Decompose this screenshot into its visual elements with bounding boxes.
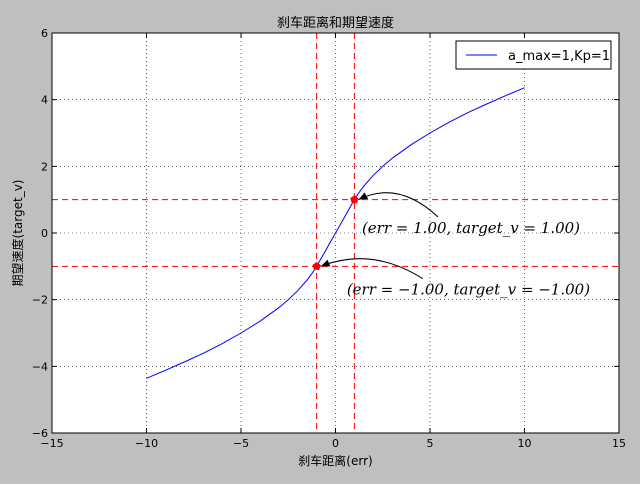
y-tick-label: −6 (32, 427, 48, 440)
y-tick-label: −2 (32, 294, 48, 307)
x-tick-label: −15 (40, 437, 63, 450)
y-tick-label: 4 (41, 94, 48, 107)
annotation-text: (err = 1.00, target_v = 1.00) (362, 219, 580, 237)
annotations: (err = 1.00, target_v = 1.00) (err = −1.0… (320, 192, 590, 299)
chart-title: 刹车距离和期望速度 (277, 15, 394, 31)
axis-ticks: −15 −10 −5 0 5 10 15 −6 −4 −2 0 2 4 6 (32, 27, 626, 450)
highlight-points (312, 195, 359, 270)
x-tick-label: 10 (518, 437, 532, 450)
y-tick-label: 6 (41, 27, 48, 40)
x-axis-label: 刹车距离(err) (298, 453, 372, 468)
x-tick-label: 15 (612, 437, 626, 450)
x-tick-label: −5 (233, 437, 249, 450)
highlight-point (350, 195, 359, 204)
series-line (146, 87, 525, 379)
y-tick-label: 2 (41, 160, 48, 173)
x-tick-label: 5 (427, 437, 434, 450)
x-tick-label: 0 (332, 437, 339, 450)
annotation-arrow (320, 258, 424, 280)
reference-lines (52, 33, 619, 433)
annotation-text: (err = −1.00, target_v = −1.00) (347, 281, 590, 299)
x-tick-label: −10 (135, 437, 158, 450)
y-axis-label: 期望速度(target_v) (10, 180, 25, 287)
legend: a_max=1,Kp=1 (455, 40, 612, 70)
annotation-arrow (358, 192, 439, 218)
y-tick-label: 0 (41, 227, 48, 240)
legend-label: a_max=1,Kp=1 (508, 49, 610, 64)
highlight-point (312, 261, 321, 270)
series-layer (146, 87, 525, 379)
y-tick-label: −4 (32, 360, 48, 373)
